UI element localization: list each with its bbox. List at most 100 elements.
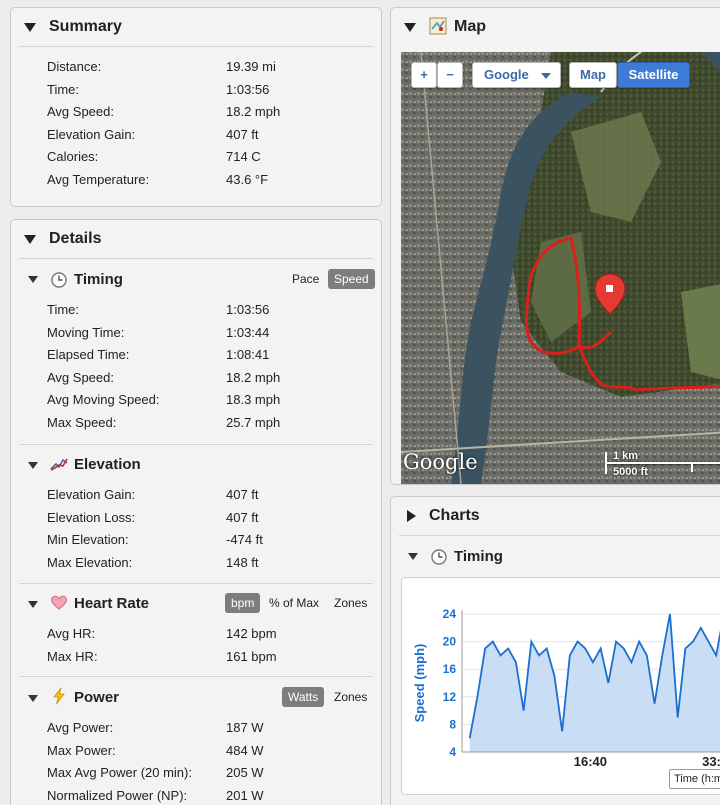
divider [19, 46, 373, 47]
elevation-title: Elevation [74, 456, 141, 473]
row-value: 1:08:41 [226, 347, 270, 363]
detail-row: Avg Speed: 18.2 mph [47, 104, 367, 124]
speed-chart: 24 20 16 12 8 4 16:40 33:20 Speed (mph) Time (h:… [401, 577, 720, 795]
map-provider-select[interactable]: Google [472, 62, 561, 88]
row-value: 18.2 mph [226, 369, 281, 385]
zoom-in-button[interactable]: + [411, 62, 437, 88]
row-value: 148 ft [226, 554, 259, 570]
collapse-triangle-icon[interactable] [24, 23, 36, 32]
location-pin-icon [594, 273, 626, 315]
row-value: 25.7 mph [226, 415, 281, 430]
divider [19, 444, 373, 445]
row-value: 205 W [226, 765, 264, 781]
details-header[interactable]: Details [11, 220, 381, 258]
detail-row: Max Speed: 25.7 mph [47, 415, 367, 435]
detail-row: Elevation Gain: 407 ft [47, 487, 367, 507]
detail-row: Time: 1:03:56 [47, 82, 367, 102]
row-value: 161 bpm [226, 648, 277, 664]
speed-toggle[interactable]: Speed [328, 269, 375, 289]
bpm-toggle[interactable]: bpm [225, 593, 261, 613]
row-label: Max Power: [47, 742, 116, 758]
collapse-triangle-icon[interactable] [404, 23, 416, 32]
detail-row: Avg Speed: 18.2 mph [47, 370, 367, 390]
detail-row: Max Elevation: 148 ft [47, 555, 367, 575]
details-title: Details [49, 230, 102, 247]
details-panel: Details Timing Pace Speed Time: 1:03:56 Mo… [10, 219, 382, 805]
detail-row: Max HR: 161 bpm [47, 649, 367, 669]
satellite-view-button[interactable]: Satellite [617, 62, 690, 88]
row-label: Avg Speed: [47, 104, 114, 120]
speed-chart-svg: 24 20 16 12 8 4 16:40 33:20 Speed (mph) [412, 607, 720, 769]
detail-row: Avg Temperature: 43.6 °F [47, 172, 367, 192]
map-header[interactable]: Map [391, 8, 720, 46]
row-value: 19.39 mi [226, 59, 276, 74]
row-label: Normalized Power (NP): [47, 787, 188, 803]
row-label: Time: [47, 81, 80, 97]
map-icon [429, 17, 447, 35]
row-label: Avg Power: [47, 720, 114, 735]
row-label: Min Elevation: [47, 532, 129, 548]
scale-ft-label: 5000 ft [613, 466, 648, 478]
collapse-triangle-icon[interactable] [28, 695, 38, 702]
heart-rate-title: Heart Rate [74, 595, 150, 612]
summary-title: Summary [49, 18, 122, 35]
clock-icon [431, 549, 447, 565]
heart-icon [50, 595, 68, 610]
collapse-triangle-icon[interactable] [408, 553, 418, 560]
satellite-map[interactable]: + − Google Map Satellite Google 1 km 500… [401, 52, 720, 484]
speed-area [469, 614, 720, 752]
y-tick-label: 8 [449, 717, 456, 731]
time-axis-label-box: Time (h:m [669, 769, 720, 789]
detail-row: Elevation Gain: 407 ft [47, 127, 367, 147]
zones-toggle[interactable]: Zones [334, 690, 368, 704]
collapse-triangle-icon[interactable] [28, 601, 38, 608]
detail-row: Time: 1:03:56 [47, 302, 367, 322]
divider [19, 676, 373, 677]
x-tick-label: 33:20 [702, 754, 720, 769]
row-value: 187 W [226, 720, 264, 735]
detail-row: Normalized Power (NP): 201 W [47, 788, 367, 805]
timing-title: Timing [74, 271, 123, 288]
collapse-triangle-icon[interactable] [24, 235, 36, 244]
row-value: 43.6 °F [226, 172, 269, 187]
collapse-triangle-icon[interactable] [28, 462, 38, 469]
zoom-out-button[interactable]: − [437, 62, 463, 88]
power-title: Power [74, 689, 120, 706]
map-provider-label: Google [484, 67, 529, 82]
row-label: Max HR: [47, 648, 98, 664]
detail-row: Avg HR: 142 bpm [47, 626, 367, 646]
divider [19, 258, 373, 259]
detail-row: Max Power: 484 W [47, 743, 367, 763]
detail-row: Elevation Loss: 407 ft [47, 510, 367, 530]
watts-toggle[interactable]: Watts [282, 687, 325, 707]
zones-toggle[interactable]: Zones [334, 596, 368, 610]
detail-row: Avg Moving Speed: 18.3 mph [47, 392, 367, 412]
detail-row: Distance: 19.39 mi [47, 59, 367, 79]
charts-header[interactable]: Charts [391, 497, 720, 535]
row-value: 407 ft [226, 509, 259, 525]
row-label: Moving Time: [47, 324, 125, 340]
row-value: 714 C [226, 149, 261, 165]
map-scale-bar: 1 km 5000 ft [605, 450, 720, 482]
satellite-imagery [401, 52, 720, 484]
summary-panel: Summary Distance: 19.39 mi Time: 1:03:56 Avg… [10, 7, 382, 207]
row-value: 142 bpm [226, 626, 277, 641]
detail-row: Max Avg Power (20 min): 205 W [47, 765, 367, 785]
pace-toggle[interactable]: Pace [292, 272, 320, 286]
charts-panel: Charts Timing 24 20 16 12 8 4 16:40 33:20 Speed … [390, 496, 720, 805]
chevron-down-icon [541, 73, 551, 79]
percent-of-max-toggle[interactable]: % of Max [269, 596, 320, 610]
row-label: Max Elevation: [47, 554, 133, 570]
row-label: Time: [47, 302, 80, 317]
expand-triangle-icon[interactable] [407, 510, 416, 522]
collapse-triangle-icon[interactable] [28, 276, 38, 283]
y-tick-label: 12 [443, 690, 457, 704]
detail-row: Min Elevation: -474 ft [47, 532, 367, 552]
row-value: 1:03:44 [226, 324, 270, 340]
row-value: 1:03:56 [226, 302, 270, 317]
map-view-button[interactable]: Map [569, 62, 617, 88]
row-value: 484 W [226, 742, 264, 758]
row-value: 18.3 mph [226, 392, 281, 408]
summary-header[interactable]: Summary [11, 8, 381, 46]
y-axis-label: Speed (mph) [412, 644, 427, 723]
